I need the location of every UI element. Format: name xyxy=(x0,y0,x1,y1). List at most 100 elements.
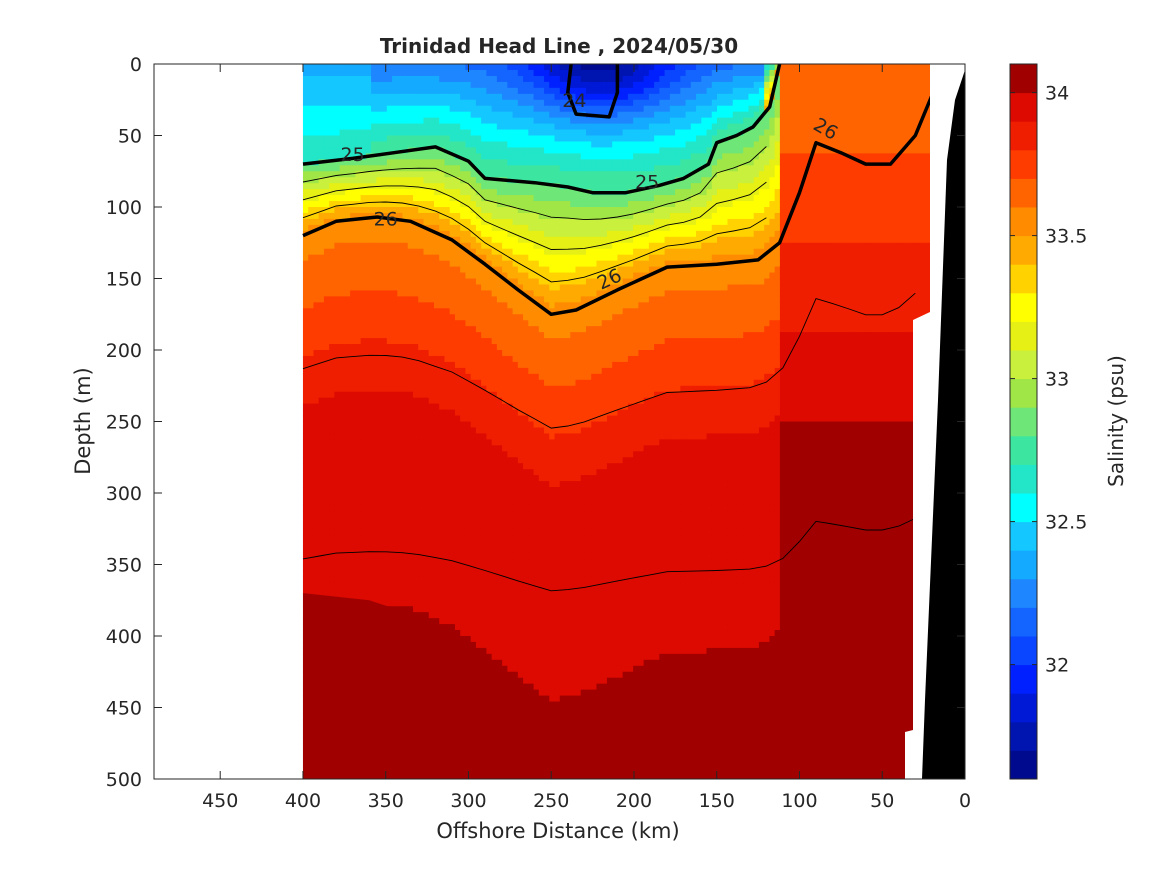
salinity-cell xyxy=(444,451,451,458)
salinity-cell xyxy=(507,201,514,208)
salinity-cell xyxy=(475,421,482,429)
salinity-cell xyxy=(465,421,472,429)
salinity-cell xyxy=(444,93,451,101)
salinity-cell xyxy=(381,278,388,286)
salinity-cell xyxy=(318,81,325,89)
salinity-cell xyxy=(397,540,404,548)
salinity-cell xyxy=(413,314,419,321)
salinity-cell xyxy=(355,81,362,89)
salinity-cell xyxy=(376,332,383,339)
salinity-cell xyxy=(392,171,398,178)
salinity-cell xyxy=(339,296,346,303)
salinity-cell xyxy=(491,183,498,190)
salinity-cell xyxy=(371,189,377,196)
salinity-cell xyxy=(475,248,482,256)
salinity-cell xyxy=(350,498,356,506)
salinity-cell xyxy=(407,105,414,113)
salinity-cell xyxy=(365,350,372,357)
salinity-cell xyxy=(491,522,498,530)
salinity-cell xyxy=(428,540,435,548)
salinity-cell xyxy=(302,504,309,512)
salinity-cell xyxy=(350,189,356,196)
salinity-cell xyxy=(481,427,487,435)
salinity-cell xyxy=(481,457,487,464)
salinity-cell xyxy=(381,248,388,256)
salinity-cell xyxy=(517,212,524,220)
salinity-cell xyxy=(344,457,351,464)
salinity-cell xyxy=(475,528,482,536)
salinity-cell xyxy=(371,338,377,345)
salinity-cell xyxy=(329,439,335,446)
salinity-cell xyxy=(386,165,393,172)
salinity-cell xyxy=(433,510,440,518)
salinity-cell xyxy=(308,254,315,262)
salinity-cell xyxy=(413,606,419,613)
salinity-cell xyxy=(302,588,309,595)
salinity-cell xyxy=(308,224,315,232)
salinity-cell xyxy=(308,552,315,560)
salinity-cell xyxy=(491,272,498,280)
salinity-cell xyxy=(386,260,393,268)
salinity-cell xyxy=(418,260,425,268)
salinity-cell xyxy=(413,361,419,369)
salinity-cell xyxy=(397,87,404,95)
salinity-cell xyxy=(502,302,508,309)
salinity-cell xyxy=(344,451,351,458)
salinity-cell xyxy=(360,433,367,440)
salinity-cell xyxy=(449,379,456,387)
salinity-cell xyxy=(481,177,487,184)
salinity-cell xyxy=(475,308,482,315)
salinity-cell xyxy=(371,201,377,208)
salinity-cell xyxy=(365,534,372,542)
salinity-cell xyxy=(470,564,477,572)
salinity-cell xyxy=(329,87,335,95)
salinity-cell xyxy=(371,570,377,578)
salinity-cell xyxy=(329,189,335,196)
salinity-cell xyxy=(397,504,404,512)
salinity-cell xyxy=(334,344,341,351)
salinity-cell xyxy=(407,69,414,77)
salinity-cell xyxy=(517,504,524,512)
salinity-cell xyxy=(418,469,425,476)
salinity-cell xyxy=(486,421,493,429)
salinity-cell xyxy=(449,105,456,113)
salinity-cell xyxy=(365,230,372,238)
salinity-cell xyxy=(428,469,435,476)
salinity-cell xyxy=(344,117,351,125)
salinity-cell xyxy=(433,201,440,208)
salinity-cell xyxy=(371,224,377,232)
salinity-cell xyxy=(433,528,440,536)
salinity-cell xyxy=(355,332,362,339)
salinity-cell xyxy=(423,177,430,184)
salinity-cell xyxy=(481,278,487,286)
salinity-cell xyxy=(418,147,425,154)
salinity-cell xyxy=(392,207,398,214)
salinity-cell xyxy=(439,415,446,423)
salinity-cell xyxy=(392,272,398,280)
salinity-cell xyxy=(402,457,409,464)
salinity-cell xyxy=(386,582,393,589)
salinity-cell xyxy=(502,367,508,375)
salinity-cell xyxy=(454,481,461,488)
salinity-cell xyxy=(308,105,315,113)
salinity-cell xyxy=(444,600,451,607)
salinity-cell xyxy=(355,403,362,411)
salinity-cell xyxy=(365,64,372,71)
salinity-cell xyxy=(512,612,519,619)
salinity-cell xyxy=(318,516,325,524)
salinity-cell xyxy=(339,564,346,572)
salinity-cell xyxy=(428,93,435,101)
salinity-cell xyxy=(502,510,508,518)
salinity-cell xyxy=(371,296,377,303)
salinity-cell xyxy=(496,189,503,196)
salinity-cell xyxy=(313,403,320,411)
salinity-cell xyxy=(302,64,309,71)
salinity-cell xyxy=(308,129,315,137)
salinity-cell xyxy=(512,278,519,286)
salinity-cell xyxy=(465,320,472,327)
salinity-cell xyxy=(376,433,383,440)
salinity-cell xyxy=(313,451,320,458)
salinity-cell xyxy=(475,594,482,601)
salinity-cell xyxy=(507,481,514,488)
salinity-cell xyxy=(470,600,477,607)
